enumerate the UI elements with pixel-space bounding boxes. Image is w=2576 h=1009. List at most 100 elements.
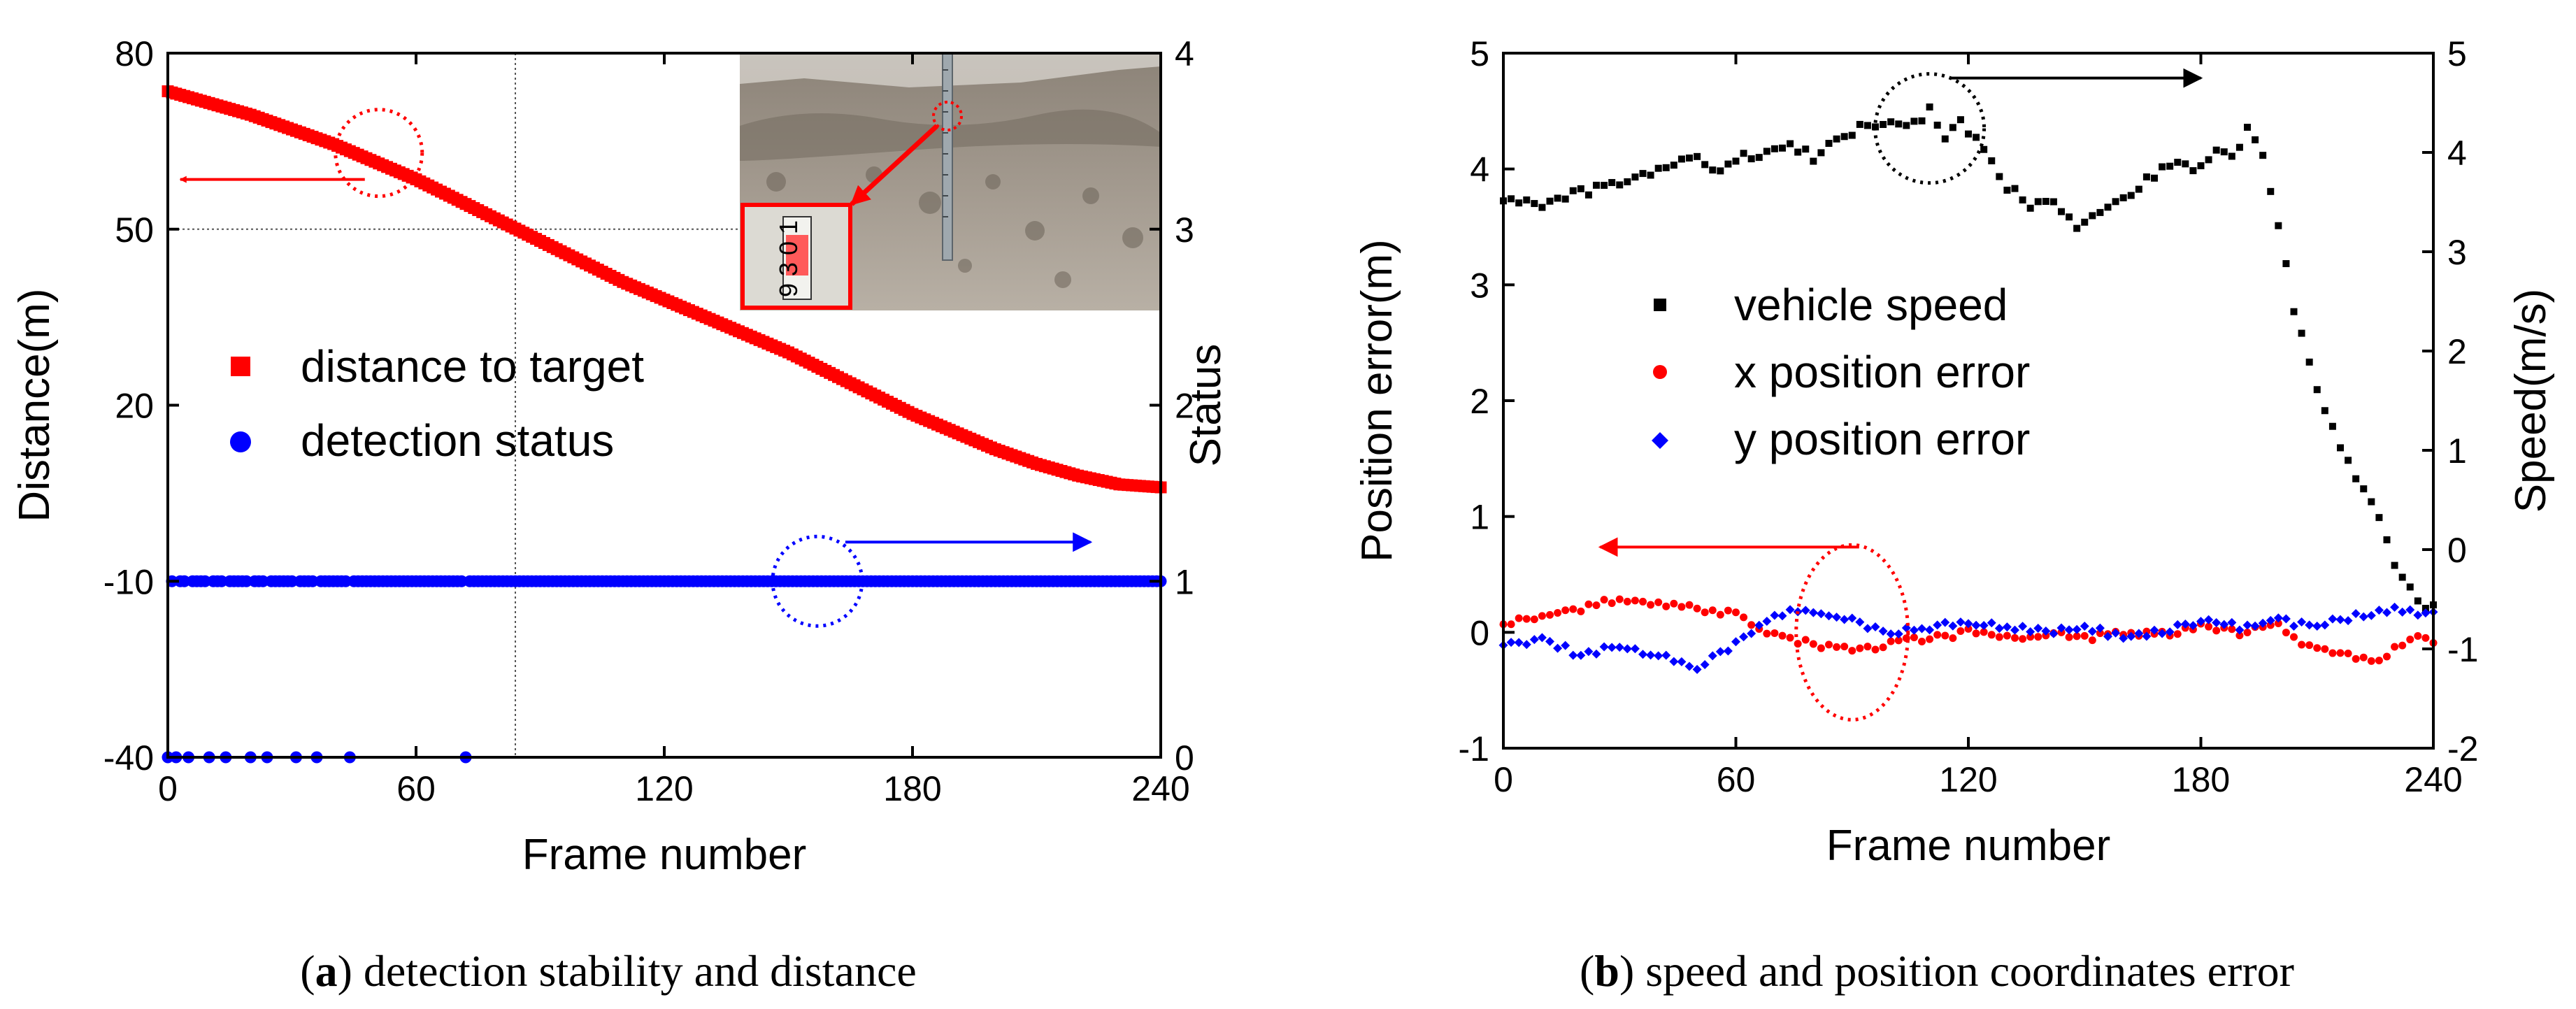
status-point — [455, 575, 468, 587]
y-error-point — [2281, 614, 2291, 624]
x-error-point — [2414, 631, 2422, 640]
speed-point — [1825, 140, 1833, 148]
y-tick-label: 2 — [1470, 382, 1489, 421]
x-error-point — [1910, 634, 1918, 642]
plot-series — [1498, 103, 2438, 674]
speed-point — [1654, 164, 1662, 172]
x-error-point — [2034, 633, 2042, 641]
speed-point — [2375, 514, 2383, 522]
plot-frame — [1502, 52, 2435, 750]
speed-point — [1647, 171, 1654, 179]
x-error-point — [2142, 627, 2151, 636]
y-tick-label: 3 — [1470, 266, 1489, 305]
speed-point — [1616, 181, 1624, 189]
speed-point — [2220, 148, 2228, 156]
x-error-point — [1584, 600, 1593, 608]
y-error-point — [1545, 636, 1554, 646]
x-error-point — [2205, 622, 2213, 631]
y-error-point — [2398, 607, 2407, 617]
x-error-point — [1840, 643, 1849, 651]
y-error-point — [1514, 638, 1524, 647]
y-error-point — [2289, 622, 2298, 631]
speed-point — [2383, 536, 2391, 543]
y-tick-label: -40 — [103, 738, 154, 778]
caption-a: (a) detection stability and distance — [300, 946, 917, 996]
y-error-point — [2103, 631, 2112, 641]
legend: distance to target detection status — [230, 341, 644, 466]
y-error-point — [2312, 621, 2322, 631]
speed-point — [2073, 224, 2081, 232]
speed-point — [1531, 200, 1538, 208]
y-error-point — [1506, 638, 1516, 647]
speed-point — [1787, 140, 1794, 148]
y-error-point — [2204, 615, 2214, 624]
speed-point — [2421, 605, 2429, 613]
y-error-point — [1863, 624, 1873, 634]
speed-point — [2159, 163, 2166, 171]
y-error-point — [1925, 625, 1935, 635]
speed-point — [1956, 116, 1964, 124]
annotations — [1598, 68, 2203, 722]
y-axis-label: Position error(m) — [1353, 239, 1401, 562]
x-error-point — [1833, 643, 1841, 651]
x-error-point — [1647, 601, 1655, 609]
speed-point — [2235, 143, 2243, 151]
x-error-point — [1677, 603, 1686, 611]
caption-b-text: speed and position coordinates error — [1634, 946, 2294, 996]
x-error-point — [2065, 633, 2073, 641]
speed-point — [2058, 208, 2065, 215]
y-error-point — [1824, 611, 1833, 621]
x-error-point — [2367, 657, 2375, 665]
speed-point — [2228, 152, 2235, 160]
y-error-point — [1777, 611, 1787, 621]
y-error-point — [1591, 649, 1601, 659]
speed-point — [1546, 197, 1554, 205]
status-point — [178, 575, 191, 587]
x-error-point — [1894, 636, 1903, 645]
y-tick-label-right: 3 — [1175, 210, 1194, 250]
status-point — [199, 575, 211, 587]
speed-point — [2049, 198, 2057, 206]
speed-point — [2089, 212, 2096, 220]
speed-point — [2352, 475, 2360, 482]
y-error-point — [1561, 641, 1570, 650]
y-tick-label: 4 — [1470, 150, 1489, 189]
speed-point — [1577, 185, 1584, 192]
plot-series — [162, 85, 1167, 764]
x-tick-label: 240 — [2404, 760, 2462, 799]
y-error-point — [1933, 620, 1942, 630]
status-point — [257, 575, 269, 587]
status-point — [339, 575, 352, 587]
y-error-point — [1979, 621, 1989, 631]
legend-marker-x-error — [1653, 365, 1667, 379]
chart-a: 9 3 0 1 0 60 120 180 240 -40 -10 20 50 80 0 1 2 3 4 Fr… — [10, 34, 1230, 996]
y-error-point — [1731, 637, 1740, 647]
speed-point — [1523, 196, 1531, 203]
speed-point — [2337, 444, 2344, 452]
speed-point — [1747, 155, 1755, 163]
y-error-point — [1956, 617, 1966, 627]
legend-label-speed: vehicle speed — [1734, 280, 2008, 330]
speed-point — [1903, 122, 1910, 129]
speed-point — [1569, 187, 1577, 194]
x-tick-label: 60 — [396, 769, 436, 808]
x-error-point — [1817, 644, 1825, 652]
speed-point — [1740, 150, 1747, 157]
y-error-point — [1684, 661, 1694, 671]
y-error-point — [2273, 613, 2283, 623]
y-error-point — [2180, 620, 2190, 629]
x-error-point — [2019, 635, 2027, 643]
x-error-point — [2243, 629, 2252, 637]
y-tick-label-right: 4 — [1175, 34, 1194, 73]
y-error-point — [1599, 642, 1609, 652]
x-error-point — [1561, 606, 1570, 615]
x-error-point — [1825, 641, 1833, 649]
y-error-point — [2095, 623, 2105, 633]
y-error-point — [1723, 646, 1733, 656]
x-error-point — [2212, 627, 2221, 635]
y-error-point — [2390, 602, 2400, 612]
x-error-point — [1809, 640, 1817, 648]
speed-point — [1910, 117, 1918, 125]
speed-point — [2414, 597, 2421, 605]
speed-point — [1810, 157, 1817, 165]
